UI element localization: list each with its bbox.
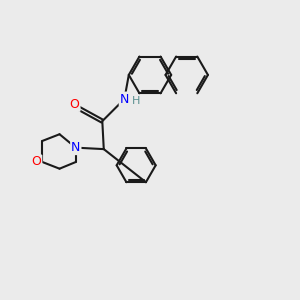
Text: N: N (71, 141, 80, 154)
Text: N: N (120, 93, 129, 106)
Text: H: H (131, 96, 140, 106)
Text: O: O (32, 155, 41, 169)
Text: O: O (70, 98, 80, 111)
